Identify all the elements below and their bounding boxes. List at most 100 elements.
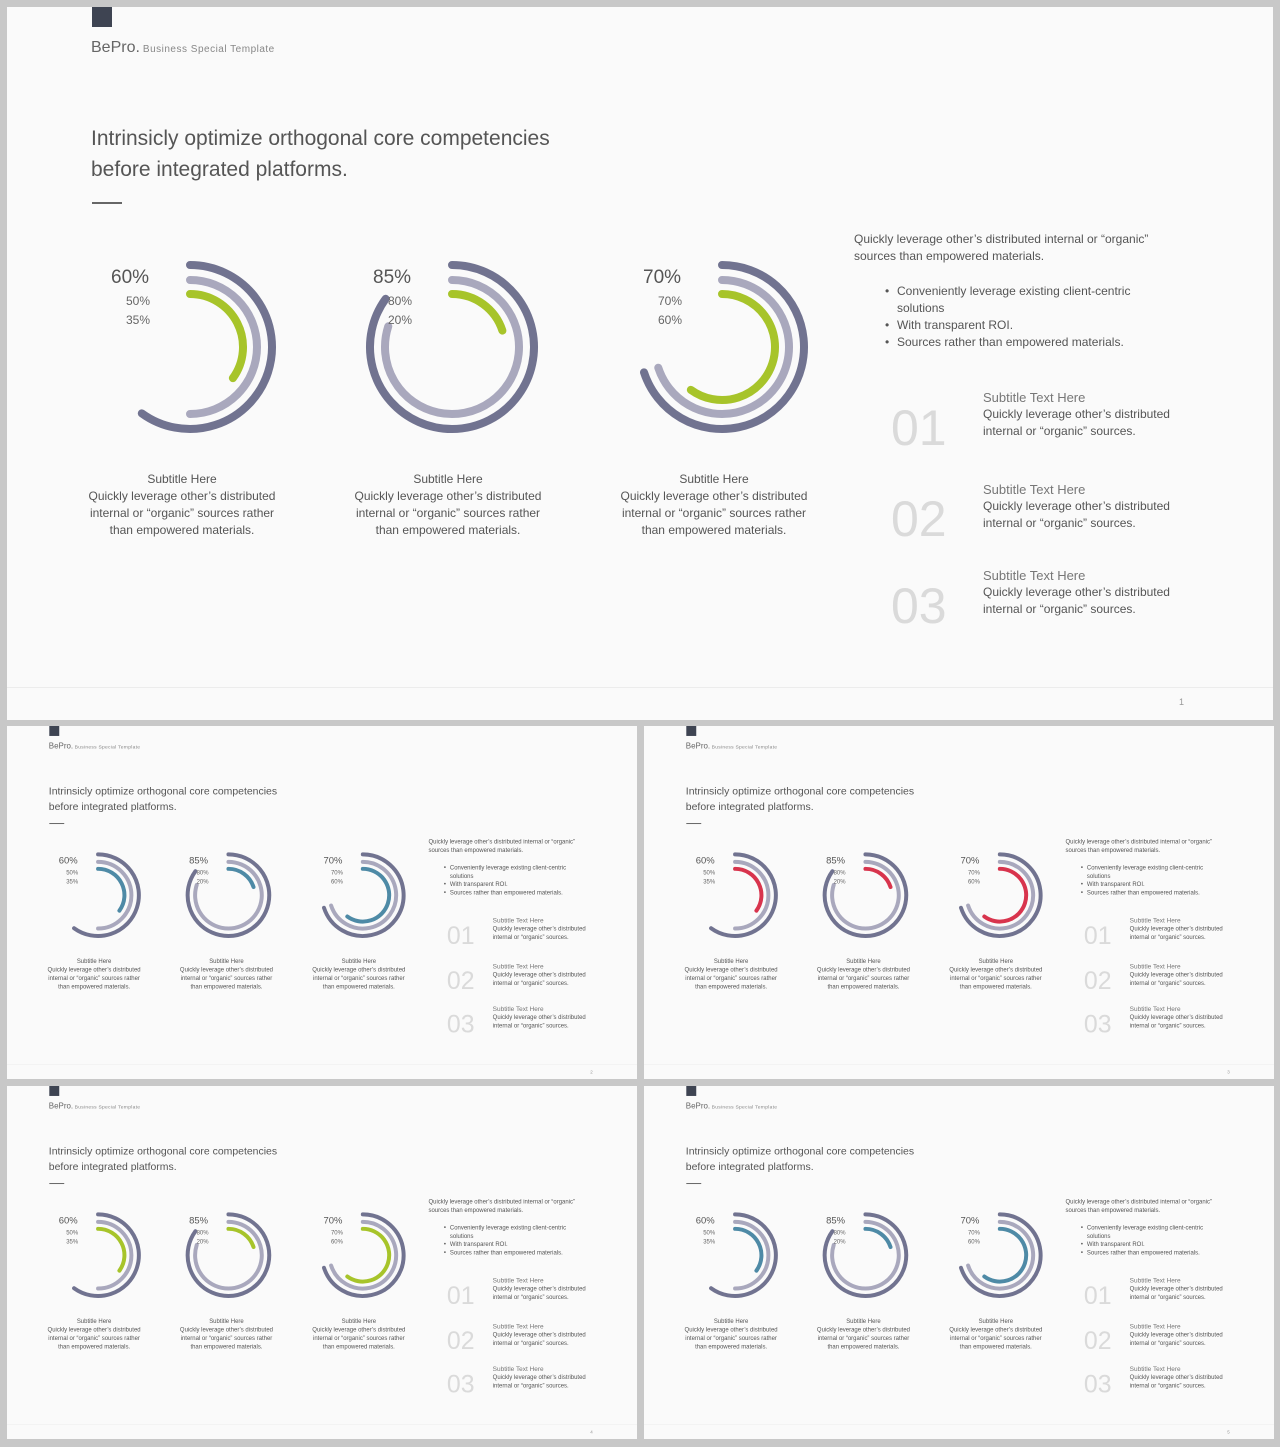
title-divider <box>686 1183 702 1185</box>
ring-third-percent: 20% <box>196 878 209 886</box>
bullet-item: With transparent ROI. <box>444 1240 583 1248</box>
ring-outer-arc <box>322 1212 406 1298</box>
step-body: Quickly leverage other’s distributed int… <box>1129 1373 1223 1390</box>
ring-second-percent: 70% <box>330 868 343 876</box>
ring-description-3: Subtitle Here Quickly leverage other’s d… <box>619 471 809 539</box>
ring-second-percent: 70% <box>658 294 683 308</box>
ring-third-percent: 20% <box>196 1238 209 1246</box>
ring-middle-arc <box>830 1219 901 1291</box>
ring-description-1: Subtitle Here Quickly leverage other’s d… <box>684 1317 779 1351</box>
ring-description-body: Quickly leverage other’s distributed int… <box>179 1325 273 1350</box>
ring-middle-arc <box>830 859 901 931</box>
ring-main-percent: 70% <box>323 855 343 866</box>
step-item-2: Subtitle Text Here Quickly leverage othe… <box>1130 1322 1225 1347</box>
ring-chart-3: 70% 70% 60% <box>622 247 822 447</box>
ring-chart-svg <box>709 852 778 938</box>
slide-5[interactable]: BePro.Business Special Template Intrinsi… <box>644 1086 1274 1439</box>
bullet-item: Conveniently leverage existing client-ce… <box>1081 1223 1220 1240</box>
ring-outer-arc <box>822 852 909 938</box>
ring-third-percent: 60% <box>330 1238 343 1246</box>
ring-description-title: Subtitle Here <box>978 1317 1014 1325</box>
ring-chart-svg <box>822 1212 909 1298</box>
step-item-2: Subtitle Text Here Quickly leverage othe… <box>493 1322 588 1347</box>
intro-text: Quickly leverage other’s distributed int… <box>428 1197 575 1214</box>
ring-chart-svg <box>959 1212 1043 1298</box>
ring-chart-2: 85% 80% 20% <box>816 845 916 945</box>
brand: BePro.Business Special Template <box>686 742 777 751</box>
brand-name: BePro. <box>685 741 711 751</box>
ring-second-percent: 80% <box>833 1228 846 1236</box>
step-title: Subtitle Text Here <box>983 568 1086 583</box>
ring-chart-svg <box>72 1212 141 1298</box>
title-divider <box>92 202 122 204</box>
bullet-item: Conveniently leverage existing client-ce… <box>1081 863 1220 880</box>
step-body: Quickly leverage other’s distributed int… <box>492 1373 586 1390</box>
slide-2[interactable]: BePro.Business Special Template Intrinsi… <box>7 726 637 1079</box>
step-number: 02 <box>446 966 475 995</box>
step-title: Subtitle Text Here <box>1129 916 1181 925</box>
brand-name: BePro. <box>48 741 74 751</box>
ring-description-title: Subtitle Here <box>209 1317 244 1325</box>
step-number: 01 <box>1083 1281 1112 1310</box>
bullet-item: Conveniently leverage existing client-ce… <box>444 863 583 880</box>
ring-inner-arc <box>96 1226 127 1273</box>
ring-main-percent: 85% <box>826 1215 846 1226</box>
page-title: Intrinsicly optimize orthogonal core com… <box>685 1145 915 1173</box>
ring-outer-arc <box>959 1212 1043 1298</box>
bullet-item: With transparent ROI. <box>444 880 583 888</box>
ring-main-percent: 60% <box>695 855 715 866</box>
brand-name: BePro. <box>48 1101 74 1111</box>
brand: BePro.Business Special Template <box>49 742 140 751</box>
ring-description-3: Subtitle Here Quickly leverage other’s d… <box>949 957 1044 991</box>
step-title: Subtitle Text Here <box>492 1365 544 1373</box>
ring-second-percent: 80% <box>833 868 846 876</box>
ring-outer-arc <box>185 1212 272 1298</box>
step-number: 03 <box>891 578 947 634</box>
step-title: Subtitle Text Here <box>1129 1276 1181 1285</box>
bullet-item: Conveniently leverage existing client-ce… <box>885 283 1165 317</box>
ring-description-title: Subtitle Here <box>679 472 749 486</box>
step-body: Quickly leverage other’s distributed int… <box>1129 1330 1223 1347</box>
slide-content: BePro.Business Special Template Intrinsi… <box>644 726 1274 1079</box>
ring-chart-svg <box>366 261 538 433</box>
ring-outer-arc <box>322 852 406 938</box>
step-number: 01 <box>446 921 475 950</box>
ring-chart-svg <box>709 1212 778 1298</box>
bullet-list: Conveniently leverage existing client-ce… <box>885 283 1165 351</box>
intro-text: Quickly leverage other’s distributed int… <box>1065 837 1212 854</box>
ring-inner-arc <box>186 290 247 383</box>
step-number: 01 <box>1083 921 1112 950</box>
ring-chart-1: 60% 50% 35% <box>48 845 148 945</box>
slide-content: BePro.Business Special Template Intrinsi… <box>7 1086 637 1439</box>
ring-description-title: Subtitle Here <box>846 957 881 965</box>
ring-description-3: Subtitle Here Quickly leverage other’s d… <box>312 957 407 991</box>
ring-inner-arc <box>982 1226 1029 1284</box>
brand-square-icon <box>686 1086 697 1096</box>
slide-1[interactable]: BePro. Business Special Template Intrinsi… <box>7 7 1273 720</box>
page-number: 5 <box>1227 1429 1230 1435</box>
page-number: 3 <box>1227 1069 1230 1075</box>
ring-middle-arc <box>193 859 264 931</box>
ring-third-percent: 35% <box>126 313 151 327</box>
step-title: Subtitle Text Here <box>492 1322 544 1330</box>
ring-description-2: Subtitle Here Quickly leverage other’s d… <box>179 957 274 991</box>
ring-outer-arc <box>366 261 538 433</box>
step-item-3: Subtitle Text Here Quickly leverage othe… <box>983 567 1173 618</box>
step-title: Subtitle Text Here <box>1129 1005 1181 1013</box>
step-body: Quickly leverage other’s distributed int… <box>1129 1013 1223 1030</box>
intro-text: Quickly leverage other’s distributed int… <box>428 837 575 854</box>
ring-third-percent: 35% <box>66 878 79 886</box>
ring-description-title: Subtitle Here <box>341 1317 377 1325</box>
slide-4[interactable]: BePro.Business Special Template Intrinsi… <box>7 1086 637 1439</box>
step-body: Quickly leverage other’s distributed int… <box>492 970 586 987</box>
step-number: 03 <box>1083 1010 1112 1039</box>
ring-description-body: Quickly leverage other’s distributed int… <box>816 965 910 990</box>
step-number: 01 <box>891 400 947 456</box>
brand-square-icon <box>686 726 697 736</box>
brand: BePro.Business Special Template <box>91 39 275 57</box>
ring-middle-arc <box>193 1219 264 1291</box>
ring-outer-arc <box>709 1212 778 1298</box>
step-item-1: Subtitle Text Here Quickly leverage othe… <box>493 916 588 941</box>
ring-description-2: Subtitle Here Quickly leverage other’s d… <box>816 957 911 991</box>
slide-3[interactable]: BePro.Business Special Template Intrinsi… <box>644 726 1274 1079</box>
